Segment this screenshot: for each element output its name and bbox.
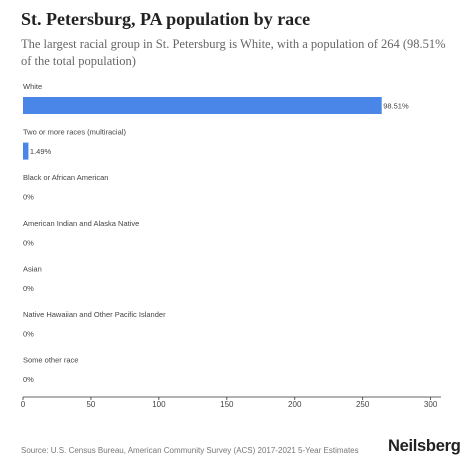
x-tick-label: 200 (288, 400, 302, 409)
data-label: 1.49% (30, 147, 52, 156)
category-label: White (23, 82, 42, 91)
x-tick-label: 300 (424, 400, 438, 409)
category-label: Some other race (23, 356, 78, 365)
category-label: Black or African American (23, 173, 108, 182)
data-label: 0% (23, 375, 34, 384)
category-label: Native Hawaiian and Other Pacific Island… (23, 310, 166, 319)
category-label: Two or more races (multiracial) (23, 128, 126, 137)
data-label: 0% (23, 238, 34, 247)
category-label: Asian (23, 264, 42, 273)
chart-subtitle: The largest racial group in St. Petersbu… (21, 37, 446, 68)
bar (23, 142, 29, 160)
neilsberg-logo: Neilsberg (388, 437, 461, 455)
x-tick-label: 0 (21, 400, 26, 409)
data-label: 0% (23, 193, 34, 202)
x-tick-label: 250 (356, 400, 370, 409)
chart-title: St. Petersburg, PA population by race (21, 9, 311, 29)
x-tick-label: 100 (152, 400, 166, 409)
category-label: American Indian and Alaska Native (23, 219, 139, 228)
data-label: 0% (23, 284, 34, 293)
source-note: Source: U.S. Census Bureau, American Com… (21, 446, 359, 455)
data-label: 98.51% (383, 102, 409, 111)
data-label: 0% (23, 330, 34, 339)
x-tick-label: 150 (220, 400, 234, 409)
x-tick-label: 50 (86, 400, 95, 409)
bar (23, 97, 382, 114)
